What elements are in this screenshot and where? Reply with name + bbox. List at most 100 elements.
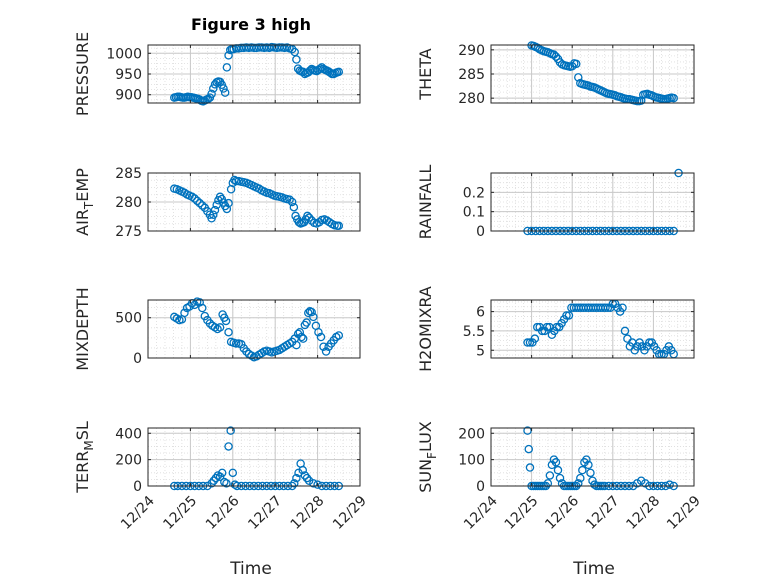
data-point	[316, 332, 326, 342]
figure-title: Figure 3 high	[191, 15, 311, 34]
y-tick-label: 0	[133, 351, 142, 367]
y-tick-label: 0.1	[463, 205, 485, 221]
series-markers	[523, 299, 678, 359]
y-tick-label: 285	[115, 166, 142, 182]
data-point	[215, 323, 225, 332]
y-tick-label: 500	[115, 311, 142, 327]
data-point	[224, 327, 233, 337]
data-point	[222, 479, 231, 488]
data-point	[198, 201, 207, 210]
x-axis-label-right: Time	[572, 559, 615, 579]
data-point	[562, 311, 571, 320]
data-point	[180, 308, 189, 318]
data-point	[287, 197, 297, 207]
y-tick-label: 0	[476, 479, 485, 495]
data-point	[297, 332, 306, 342]
data-point	[190, 194, 199, 203]
y-tick-label: 200	[458, 426, 485, 442]
data-point	[219, 84, 228, 93]
data-point	[231, 339, 241, 348]
data-point	[192, 196, 202, 206]
data-point	[578, 465, 587, 475]
axes-frame	[490, 427, 695, 487]
y-axis-label: TERRMSL	[73, 421, 96, 494]
data-point	[300, 320, 310, 330]
data-point	[545, 471, 555, 480]
data-point	[224, 198, 233, 208]
data-point	[209, 210, 218, 220]
data-point	[222, 63, 232, 72]
data-point	[620, 326, 630, 336]
data-point	[205, 319, 215, 328]
data-point	[551, 52, 561, 61]
data-point	[220, 88, 230, 97]
panel-h2omixra: 5 5.5 6 H2OMIXRA	[416, 286, 695, 372]
data-point	[295, 327, 305, 337]
y-tick-label: 0.2	[463, 185, 485, 201]
x-axis-label-left: Time	[229, 559, 272, 579]
y-tick-label: 280	[115, 195, 142, 211]
data-point	[195, 198, 204, 208]
data-point	[576, 473, 585, 483]
data-point	[221, 316, 231, 326]
data-point	[302, 473, 312, 483]
data-point	[523, 338, 532, 347]
data-point	[207, 479, 216, 488]
axes-frame	[490, 299, 695, 359]
data-point	[292, 340, 301, 350]
axes-frame	[147, 427, 361, 487]
y-axis-label: AIRTEMP	[73, 168, 96, 236]
y-axis-label: H2OMIXRA	[416, 286, 435, 372]
data-point	[530, 334, 540, 343]
data-point	[298, 465, 308, 475]
y-tick-label: 0	[133, 479, 142, 495]
y-tick-label: 0	[476, 224, 485, 240]
data-point	[292, 473, 301, 483]
data-point	[300, 471, 310, 480]
y-axis-label: MIXDEPTH	[73, 287, 92, 370]
y-tick-label: 5.5	[463, 324, 485, 340]
data-point	[222, 204, 232, 214]
data-point	[292, 55, 301, 64]
y-tick-label: 280	[458, 91, 485, 107]
data-point	[314, 327, 323, 337]
data-point	[307, 307, 316, 317]
data-point	[309, 479, 318, 488]
data-point	[304, 308, 313, 318]
y-tick-label: 900	[115, 88, 142, 104]
data-point	[210, 205, 220, 215]
data-point	[319, 342, 328, 351]
panel-theta: 280 285 290 THETA	[416, 41, 695, 107]
data-point	[209, 84, 218, 93]
y-tick-label: 285	[458, 67, 485, 83]
axes-frame	[490, 172, 695, 232]
y-axis-label: THETA	[416, 48, 435, 100]
data-point	[590, 480, 599, 489]
data-point	[584, 460, 593, 470]
data-point	[334, 331, 344, 340]
y-tick-label: 6	[476, 305, 485, 321]
data-point	[574, 479, 583, 488]
panel-pressure: 900 950 1000 PRESSURE	[73, 32, 361, 116]
data-point	[601, 303, 610, 312]
y-axis-label: PRESSURE	[73, 32, 92, 116]
data-point	[309, 312, 318, 322]
y-axis-label: RAINFALL	[416, 165, 435, 240]
data-point	[572, 59, 581, 69]
data-point	[551, 458, 561, 467]
data-point	[213, 471, 223, 480]
y-tick-label: 1000	[106, 46, 142, 62]
y-tick-label: 290	[458, 43, 485, 59]
data-point	[636, 96, 646, 105]
data-point	[618, 303, 627, 312]
data-point	[226, 426, 235, 435]
data-point	[209, 476, 218, 485]
data-point	[588, 476, 597, 485]
data-point	[334, 67, 344, 77]
data-point	[542, 322, 552, 332]
data-point	[289, 202, 299, 212]
panel-rainfall: 0 0.1 0.2 RAINFALL	[416, 165, 695, 240]
data-point	[302, 318, 311, 327]
data-point	[543, 479, 553, 488]
